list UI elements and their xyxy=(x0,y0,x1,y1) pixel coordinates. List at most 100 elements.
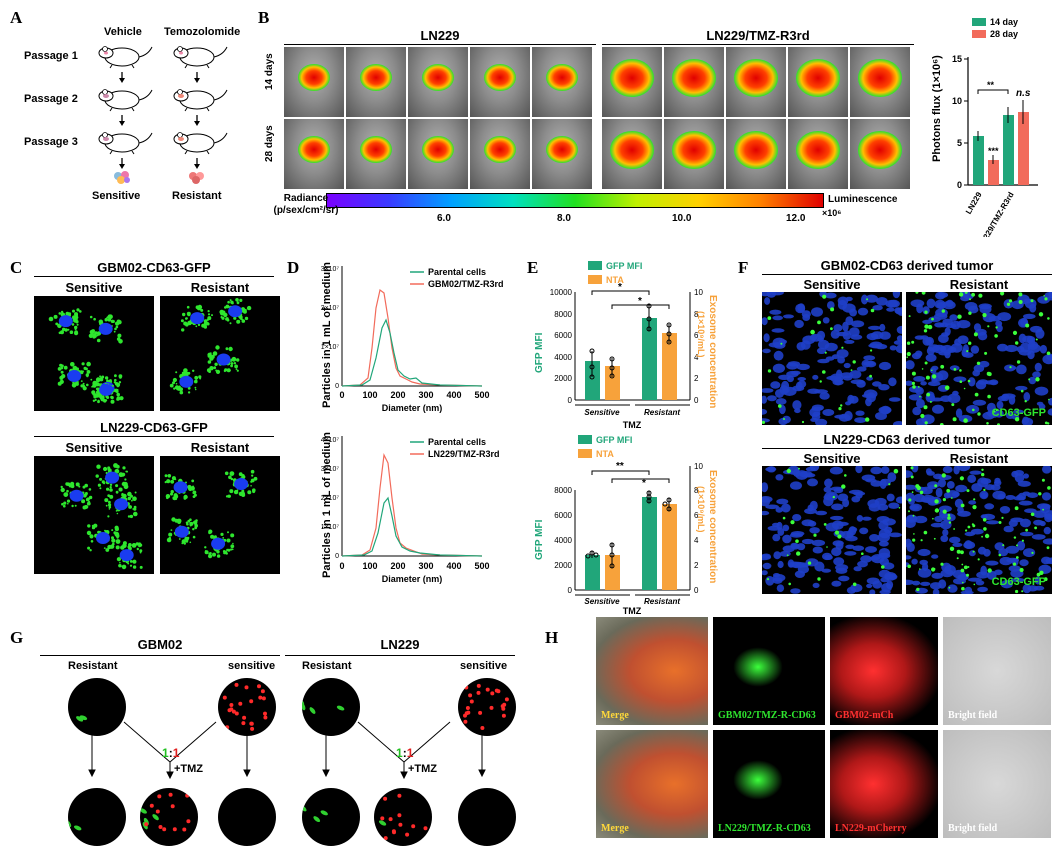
f-overlay-1: CD63-GFP xyxy=(991,407,1046,419)
mouse-image xyxy=(664,119,724,189)
d-legend-parental-bottom: Parental cells xyxy=(428,437,486,447)
g-ln229-resistant-tmz xyxy=(302,788,360,846)
c-sensitive-1: Sensitive xyxy=(65,280,123,295)
y-axis-label: Photons flux (1×10⁶) xyxy=(931,55,943,162)
c-resistant-2: Resistant xyxy=(190,440,250,455)
scale-tick-8: 8.0 xyxy=(557,213,571,224)
mouse-image xyxy=(532,47,592,117)
panel-label-c: C xyxy=(10,258,23,277)
mouse-image xyxy=(664,47,724,117)
g-ratio-b-2: 1 xyxy=(407,746,414,760)
row-14-days: 14 days xyxy=(264,53,275,90)
g-tmz-1: +TMZ xyxy=(174,763,203,775)
e-cat-resistant-top: Resistant xyxy=(644,408,680,417)
panel-e-charts: GFP MFI NTA 0 2000 4000 6000 8000 10000 … xyxy=(534,261,718,615)
e-cat-resistant-bottom: Resistant xyxy=(644,597,680,606)
tissue-gbm02-resistant: CD63-GFP xyxy=(906,292,1052,425)
ytick: 0 xyxy=(957,180,962,190)
ytick: 2000 xyxy=(554,374,572,383)
c-title-gbm02: GBM02-CD63-GFP xyxy=(97,260,211,275)
ytick: 2×10⁷ xyxy=(321,495,340,502)
mouse-image xyxy=(346,47,406,117)
ytick: 1×10⁷ xyxy=(321,524,340,531)
scale-tick-6: 6.0 xyxy=(437,213,451,224)
micrograph-gbm02-sensitive xyxy=(34,296,154,411)
e-legend-mfi-top: GFP MFI xyxy=(606,261,642,271)
g-ln229-resistant xyxy=(302,678,360,736)
d-ylabel-bottom: Particles in 1 mL of medium xyxy=(321,432,333,578)
e-legend-nta-top: NTA xyxy=(606,275,624,285)
h-image-r2-c3: LN229-mCherry xyxy=(830,730,938,838)
sig-triple: *** xyxy=(988,146,999,156)
h-label: Bright field xyxy=(948,823,998,834)
g-ln229-sensitive-tmz xyxy=(458,788,516,846)
out-resistant: Resistant xyxy=(172,190,222,202)
e-cat-sensitive-top: Sensitive xyxy=(584,408,620,417)
e-sig-top-2: * xyxy=(638,296,642,307)
e-ylabel-right-unit-bottom: (1×10⁹/mL) xyxy=(696,486,706,533)
panel-label-f: F xyxy=(738,258,749,277)
e-sig-bottom-1: ** xyxy=(616,461,624,472)
ytick: 2 xyxy=(694,561,699,570)
e-xlabel-bottom: TMZ xyxy=(623,606,642,615)
mouse-image xyxy=(850,119,910,189)
ytick: 6 xyxy=(694,511,699,520)
mouse-image xyxy=(726,47,786,117)
ytick: 8 xyxy=(694,486,699,495)
ytick: 4000 xyxy=(554,536,572,545)
svg-text:1:1: 1:1 xyxy=(162,746,180,760)
g-gbm02-resistant xyxy=(68,678,126,736)
mouse-image xyxy=(408,47,468,117)
e-sig-bottom-2: * xyxy=(642,478,646,489)
e-xlabel-top: TMZ xyxy=(623,420,642,430)
g-gbm02-mix-tmz xyxy=(140,788,198,846)
panel-d-nta-plots: Particles in 1 mL of medium 0 1×10⁷ 2×10… xyxy=(321,262,504,584)
ytick: 4 xyxy=(694,353,699,362)
xtick: 300 xyxy=(418,561,433,571)
panel-label-h: H xyxy=(545,628,559,647)
sig-double: ** xyxy=(987,80,995,90)
h-image-r1-c4: Bright field xyxy=(943,617,1051,725)
micrograph-gbm02-resistant xyxy=(160,296,280,411)
e-ylabel-left-top: GFP MFI xyxy=(534,332,545,373)
ytick: 6 xyxy=(694,331,699,340)
ytick: 4 xyxy=(694,536,699,545)
c-resistant-1: Resistant xyxy=(190,280,250,295)
h-label: GBM02/TMZ-R-CD63 xyxy=(718,710,816,721)
xtick: 100 xyxy=(362,561,377,571)
sig-ns: n.s xyxy=(1016,88,1031,99)
d-top-resistant-curve xyxy=(341,288,483,387)
col-tmz: Temozolomide xyxy=(164,26,241,38)
d-xlabel-bottom: Diameter (nm) xyxy=(382,574,443,584)
ytick: 6000 xyxy=(554,511,572,520)
xtick: 300 xyxy=(418,390,433,400)
xtick: 0 xyxy=(339,561,344,571)
bar-ln229-14 xyxy=(973,136,984,185)
xtick: 200 xyxy=(390,561,405,571)
radiance-label: Radiance (p/sex/cm²/sr) xyxy=(273,193,339,216)
mouse-image xyxy=(602,119,662,189)
f-resistant-2: Resistant xyxy=(949,451,1009,466)
mouse-image xyxy=(284,47,344,117)
tissue-ln229-sensitive xyxy=(762,466,902,594)
g-title-ln229: LN229 xyxy=(380,637,420,652)
g-resistant-2: Resistant xyxy=(302,660,352,672)
ytick: 5 xyxy=(957,138,962,148)
c-sensitive-2: Sensitive xyxy=(65,440,123,455)
g-ln229-sensitive xyxy=(458,678,516,736)
col-vehicle: Vehicle xyxy=(104,26,142,38)
d-ylabel-top: Particles in 1 mL of medium xyxy=(321,262,333,408)
d-bottom-resistant-curve xyxy=(341,452,483,557)
e-ylabel-right-top: Exosome concentration xyxy=(707,295,718,408)
e-legend-nta-bottom: NTA xyxy=(596,449,614,459)
ytick: 4000 xyxy=(554,353,572,362)
h-label: Bright field xyxy=(948,710,998,721)
f-title-ln229: LN229-CD63 derived tumor xyxy=(823,432,991,447)
legend-14-day: 14 day xyxy=(990,17,1018,27)
ytick: 0 xyxy=(694,586,699,595)
mouse-image xyxy=(532,119,592,189)
ytick: 10 xyxy=(952,96,962,106)
panel-label-d: D xyxy=(287,258,300,277)
row-28-days: 28 days xyxy=(264,125,275,162)
mouse-image xyxy=(470,47,530,117)
